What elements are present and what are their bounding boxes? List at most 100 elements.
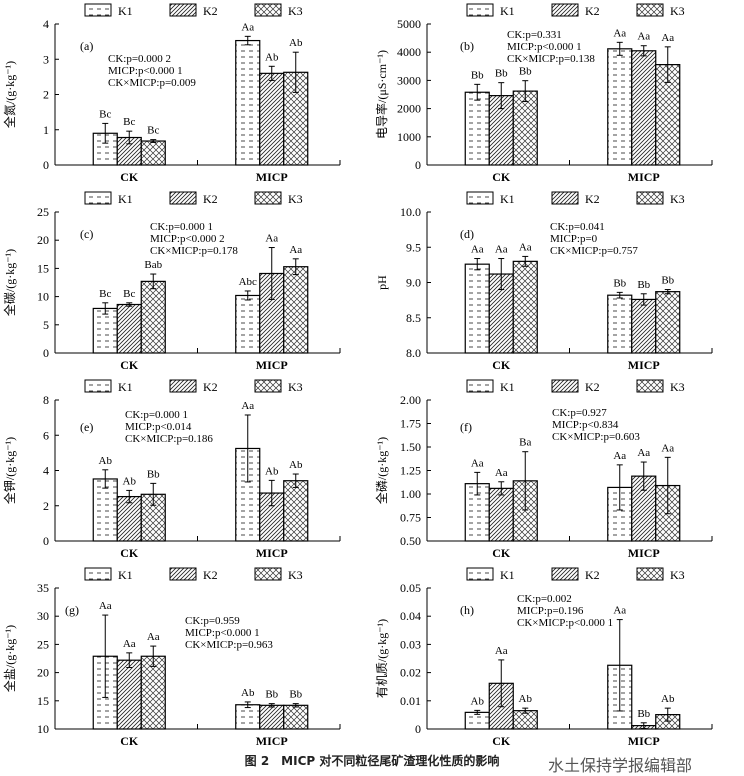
significance-letter: Bb [613, 277, 626, 289]
stats-annotation: CK:p=0.002 [517, 593, 572, 605]
significance-letter: Aa [495, 244, 508, 256]
legend-label-k3: K3 [670, 192, 685, 206]
panel-label: (c) [80, 227, 93, 241]
significance-letter: Bb [289, 689, 302, 701]
stats-annotation: CK:p=0.000 1 [150, 221, 213, 233]
y-axis-label: 全氮/(g·kg⁻¹) [2, 61, 17, 128]
legend-label-k3: K3 [288, 192, 303, 206]
y-tick-label: 0 [43, 346, 49, 360]
y-tick-label: 2 [43, 499, 49, 513]
stats-annotation: MICP:p<0.014 [125, 421, 192, 433]
significance-letter: Aa [613, 605, 626, 617]
y-tick-label: 20 [37, 666, 49, 680]
legend-label-k1: K1 [118, 4, 133, 18]
bar-k1-micp [607, 294, 633, 354]
significance-letter: Aa [99, 600, 112, 612]
legend-swatch-k2 [169, 379, 197, 393]
legend-label-k1: K1 [500, 568, 515, 582]
chart-panel-g: 101520253035全盐/(g·kg⁻¹)(g)CK:p=0.959MICP… [2, 567, 341, 748]
y-tick-label: 0.05 [400, 581, 421, 595]
panel-label: (e) [80, 420, 93, 434]
stats-annotation: MICP:p<0.000 1 [185, 627, 260, 639]
stats-annotation: CK×MICP:p<0.000 1 [517, 617, 613, 629]
significance-letter: Aa [637, 447, 650, 459]
y-axis-label: 全碳/(g·kg⁻¹) [2, 249, 17, 316]
legend-label-k2: K2 [203, 4, 218, 18]
y-tick-label: 10 [37, 722, 49, 736]
y-tick-label: 5000 [397, 17, 421, 31]
significance-letter: Bb [519, 66, 532, 78]
bar-k1-micp [235, 294, 261, 354]
significance-letter: Aa [241, 400, 254, 412]
significance-letter: Aa [637, 31, 650, 43]
bar-k3-micp [283, 266, 309, 354]
y-tick-label: 0.04 [400, 609, 421, 623]
panel-label: (f) [460, 420, 472, 434]
x-category-label: MICP [628, 358, 660, 372]
bar-k3-micp [283, 480, 309, 542]
legend-label-k1: K1 [500, 4, 515, 18]
y-tick-label: 0 [43, 534, 49, 548]
significance-letter: Aa [471, 457, 484, 469]
legend-label-k2: K2 [203, 192, 218, 206]
legend-swatch-k3 [636, 379, 664, 393]
stats-annotation: CK:p=0.927 [552, 407, 607, 419]
stats-annotation: CK:p=0.000 1 [125, 409, 188, 421]
legend-label-k1: K1 [118, 380, 133, 394]
significance-letter: Aa [495, 645, 508, 657]
legend-swatch-k3 [254, 379, 282, 393]
significance-letter: Bb [661, 275, 674, 287]
y-axis-label: pH [375, 275, 389, 290]
stats-annotation: MICP:p<0.834 [552, 419, 619, 431]
significance-letter: Bab [144, 259, 162, 271]
stats-annotation: CK×MICP:p=0.186 [125, 433, 213, 445]
legend-swatch-k3 [636, 567, 664, 581]
significance-letter: Ab [289, 459, 303, 471]
y-tick-label: 2000 [397, 102, 421, 116]
y-axis-label: 有机质/(g·kg⁻¹) [375, 619, 389, 698]
x-category-label: MICP [256, 546, 288, 560]
bar-k3-micp [283, 704, 309, 730]
y-tick-label: 20 [37, 233, 49, 247]
legend-label-k1: K1 [500, 192, 515, 206]
x-category-label: MICP [628, 734, 660, 748]
legend-swatch-k2 [169, 567, 197, 581]
y-tick-label: 8 [43, 393, 49, 407]
legend-label-k1: K1 [500, 380, 515, 394]
x-category-label: CK [492, 358, 511, 372]
significance-letter: Bb [265, 689, 278, 701]
chart-panel-h: 0 0.01 0.02 0.03 0.04 0.05 有机质/(g·kg⁻¹) (h) CK:p… [375, 567, 713, 748]
y-tick-label: 0.50 [400, 534, 421, 548]
bar-k3-ck [512, 90, 538, 166]
legend-swatch-k2 [551, 379, 579, 393]
y-tick-label: 3000 [397, 73, 421, 87]
legend-swatch-k3 [254, 567, 282, 581]
y-tick-label: 5 [43, 318, 49, 332]
significance-letter: Aa [495, 467, 508, 479]
x-category-label: CK [492, 734, 511, 748]
bar-k2-micp [259, 704, 285, 730]
legend-swatch-k2 [551, 191, 579, 205]
stats-annotation: CK×MICP:p=0.009 [108, 77, 196, 89]
significance-letter: Bc [147, 125, 159, 137]
y-tick-label: 4 [43, 17, 49, 31]
legend-swatch-k2 [551, 567, 579, 581]
significance-letter: Aa [613, 27, 626, 39]
bar-k2-micp [259, 272, 285, 354]
bar-k1-micp [235, 704, 261, 730]
y-tick-label: 1.25 [400, 464, 421, 478]
significance-letter: Bc [123, 116, 135, 128]
y-tick-label: 8.5 [406, 311, 421, 325]
bar-k1-ck [464, 91, 490, 166]
significance-letter: Aa [265, 233, 278, 245]
x-category-label: MICP [628, 546, 660, 560]
y-axis-label: 全磷/(g·kg⁻¹) [374, 437, 389, 504]
stats-annotation: CK×MICP:p=0.178 [150, 245, 238, 257]
legend-label-k2: K2 [585, 380, 600, 394]
y-tick-label: 2.00 [400, 393, 421, 407]
x-category-label: CK [120, 546, 139, 560]
significance-letter: Bb [637, 708, 650, 720]
legend-swatch-k1 [466, 3, 494, 17]
